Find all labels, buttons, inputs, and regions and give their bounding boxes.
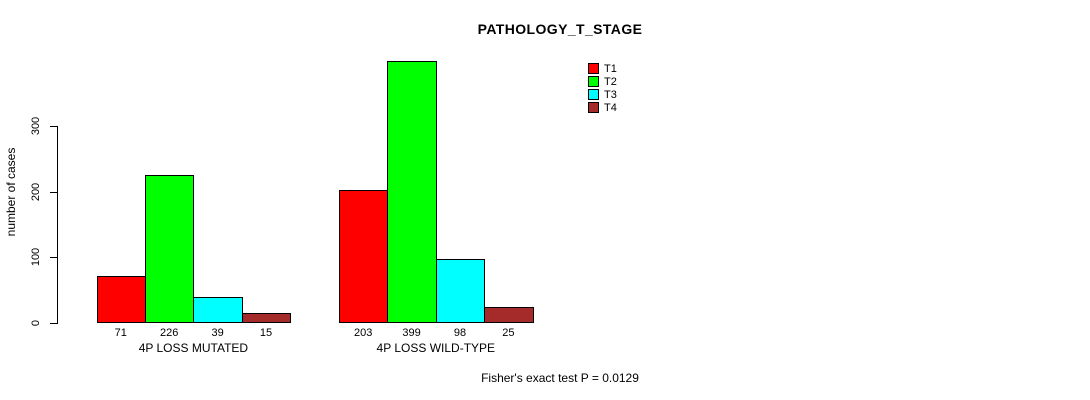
legend-item: T1 bbox=[588, 62, 617, 75]
y-axis-tick-label: 100 bbox=[30, 248, 42, 267]
y-axis-label: number of cases bbox=[4, 147, 18, 237]
legend-item-label: T3 bbox=[604, 88, 617, 101]
legend-item: T2 bbox=[588, 75, 617, 88]
bar-t1 bbox=[339, 189, 389, 323]
group-label: 4P LOSS MUTATED bbox=[138, 341, 249, 355]
bar-t3 bbox=[193, 297, 243, 323]
bar-t2 bbox=[387, 60, 437, 323]
y-axis-tick bbox=[50, 257, 57, 259]
legend-swatch-t2 bbox=[588, 76, 599, 87]
bar-t2 bbox=[145, 174, 195, 323]
bar-value-label: 25 bbox=[502, 327, 515, 339]
bar-value-label: 203 bbox=[354, 327, 373, 339]
legend-item-label: T2 bbox=[604, 75, 617, 88]
y-axis-tick-label: 0 bbox=[30, 319, 42, 327]
legend-swatch-t1 bbox=[588, 63, 599, 74]
y-axis-tick-label: 200 bbox=[30, 182, 42, 201]
bar-t4 bbox=[484, 306, 534, 323]
group-label: 4P LOSS WILD-TYPE bbox=[376, 341, 496, 355]
bar-value-label: 226 bbox=[160, 327, 179, 339]
legend-item-label: T1 bbox=[604, 62, 617, 75]
legend-item: T4 bbox=[588, 101, 617, 114]
chart-title: PATHOLOGY_T_STAGE bbox=[477, 21, 643, 37]
bar-value-label: 39 bbox=[211, 327, 224, 339]
y-axis-tick bbox=[50, 126, 57, 127]
legend-swatch-t4 bbox=[588, 102, 599, 113]
bar-value-label: 399 bbox=[402, 327, 421, 339]
bar-t3 bbox=[435, 258, 486, 323]
bar-value-label: 71 bbox=[114, 327, 127, 339]
y-axis-tick-label: 300 bbox=[30, 116, 42, 136]
bar-t4 bbox=[241, 313, 292, 323]
y-axis-line bbox=[57, 126, 58, 324]
bar-t1 bbox=[96, 276, 146, 323]
legend-swatch-t3 bbox=[588, 89, 599, 100]
y-axis-tick bbox=[50, 191, 57, 193]
bar-value-label: 98 bbox=[453, 327, 467, 339]
bar-value-label: 15 bbox=[259, 327, 273, 339]
legend: T1 T2 T3 T4 bbox=[588, 62, 617, 114]
y-axis-tick bbox=[50, 323, 57, 324]
legend-item: T3 bbox=[588, 88, 617, 101]
p-value-annotation: Fisher's exact test P = 0.0129 bbox=[481, 371, 639, 385]
legend-item-label: T4 bbox=[604, 101, 617, 114]
